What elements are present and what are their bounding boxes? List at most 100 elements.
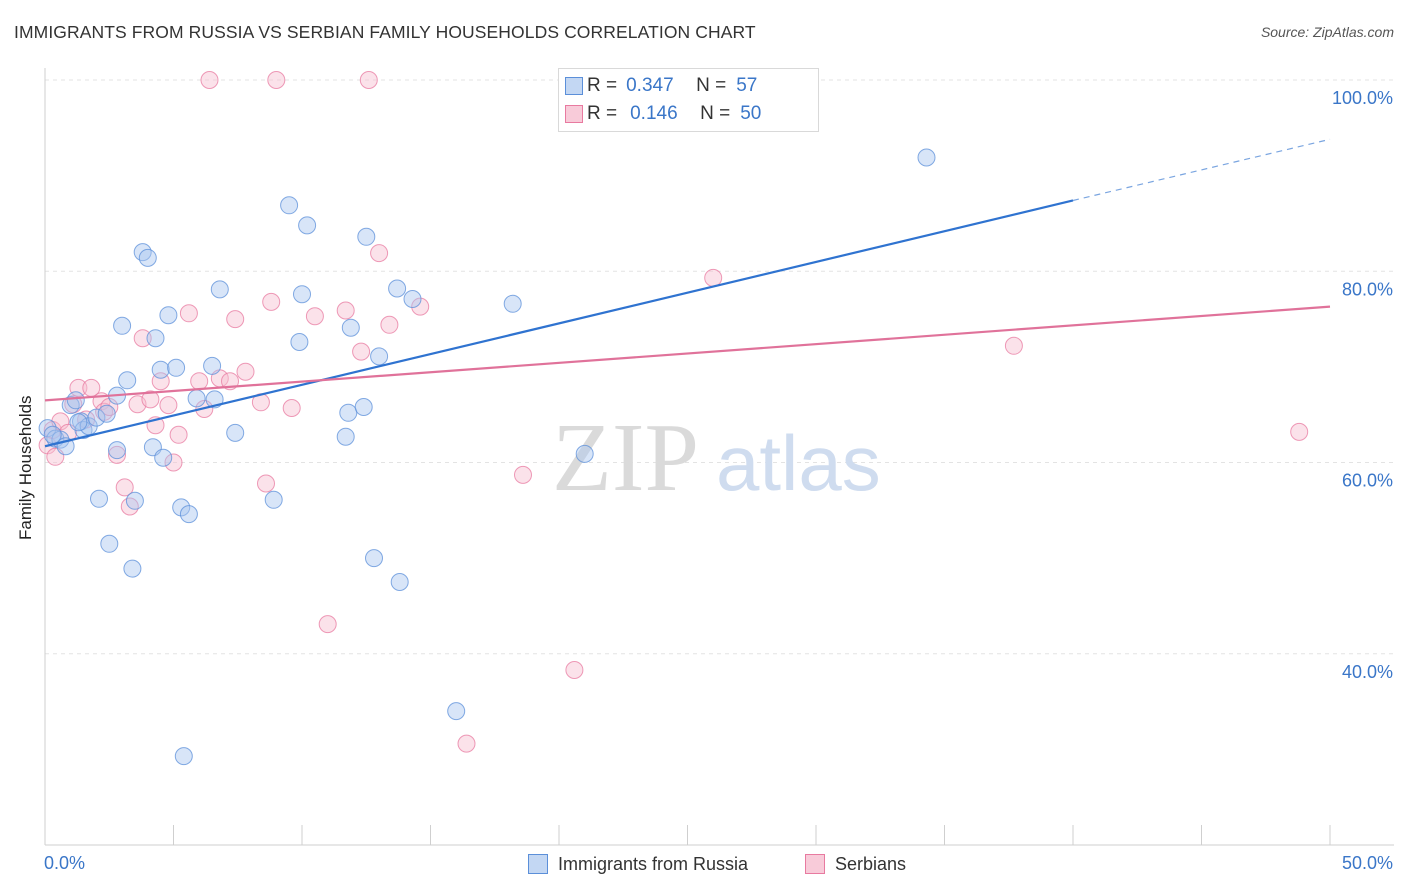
russia-point — [43, 425, 62, 444]
trend-lines — [44, 138, 1331, 448]
russia-point — [113, 316, 132, 335]
y-axis-label: Family Households — [16, 395, 35, 540]
russia-point — [336, 427, 355, 446]
russia-point — [172, 498, 191, 517]
correlation-legend: R = 0.347 N = 57 R = 0.146 N = 50 — [558, 68, 819, 132]
russia-point — [187, 389, 206, 408]
russia-point — [174, 747, 193, 766]
russia-point — [61, 396, 80, 415]
russia-point — [151, 360, 170, 379]
serbia-point — [457, 734, 476, 753]
legend-n-label: N = — [700, 103, 731, 124]
bottom-legend-swatch-serbia — [805, 854, 825, 874]
russia-point — [167, 358, 186, 377]
serbia-point — [1004, 336, 1023, 355]
russia-point — [226, 423, 245, 442]
russia-point — [159, 306, 178, 325]
watermark-atlas: atlas — [716, 419, 881, 507]
serbia-point — [257, 474, 275, 493]
russia-point — [154, 448, 173, 467]
source-note: Source: ZipAtlas.com — [1260, 24, 1394, 40]
legend-r-label: R = — [587, 75, 618, 96]
russia-point — [138, 248, 157, 267]
legend-n-label: N = — [696, 75, 727, 96]
serbia-point — [226, 310, 245, 329]
bottom-legend-label-serbia: Serbians — [835, 853, 907, 874]
russia-point — [264, 490, 283, 509]
serbia-point — [159, 396, 178, 415]
russia-point — [210, 280, 229, 299]
legend-row-serbia: R = 0.146 N = 50 — [565, 102, 762, 126]
bottom-legend-serbia: Serbians — [805, 851, 906, 877]
russia-point — [370, 347, 389, 366]
chart-title: IMMIGRANTS FROM RUSSIA VS SERBIAN FAMILY… — [14, 22, 756, 42]
russia-point — [339, 403, 358, 422]
serbia-point — [318, 615, 337, 634]
y-tick-label: 60.0% — [1342, 471, 1393, 491]
legend-swatch-serbia — [565, 105, 583, 123]
serbia-point — [359, 71, 378, 89]
bottom-legend-russia: Immigrants from Russia — [528, 851, 748, 877]
russia-point — [388, 279, 407, 298]
russia-point — [365, 549, 383, 568]
russia-point — [203, 356, 222, 375]
russia-trend-line — [44, 199, 1074, 448]
legend-n-value-russia: 57 — [736, 75, 758, 96]
y-tick-labels: 40.0% 60.0% 80.0% 100.0% — [1332, 88, 1393, 682]
x-axis-min-label: 0.0% — [44, 853, 86, 873]
serbia-point — [1290, 422, 1309, 441]
russia-point — [123, 559, 142, 578]
russia-point — [341, 318, 360, 337]
serbia-point — [267, 71, 286, 89]
axes — [44, 68, 1394, 846]
russia-point — [917, 148, 936, 167]
serbia-point — [169, 425, 188, 444]
serbia-point — [236, 362, 255, 381]
serbia-point — [190, 372, 209, 391]
russia-point — [575, 444, 594, 463]
russia-point — [293, 285, 311, 304]
russia-trend-extension — [1072, 138, 1331, 202]
y-tick-label: 80.0% — [1342, 279, 1393, 299]
legend-n-value-serbia: 50 — [740, 103, 762, 124]
x-axis-max-label: 50.0% — [1341, 853, 1393, 873]
russia-point — [503, 294, 522, 313]
y-tick-label: 100.0% — [1332, 88, 1393, 108]
y-tick-label: 40.0% — [1342, 662, 1393, 682]
russia-point — [403, 290, 422, 308]
russia-point — [90, 489, 108, 508]
russia-point — [118, 371, 137, 390]
serbia-point — [133, 329, 152, 348]
russia-point — [87, 408, 106, 427]
serbia-point — [200, 71, 219, 89]
russia-point — [447, 702, 466, 721]
serbia-point — [282, 399, 301, 417]
russia-points — [38, 71, 936, 766]
russia-point — [133, 243, 152, 262]
serbia-point — [370, 244, 389, 263]
legend-row-russia: R = 0.347 N = 57 — [565, 74, 758, 98]
russia-point — [290, 333, 309, 351]
serbia-point — [141, 390, 160, 409]
russia-point — [125, 491, 144, 510]
russia-point — [146, 329, 165, 348]
russia-point — [179, 505, 198, 524]
legend-r-value-serbia: 0.146 — [630, 103, 678, 124]
russia-point — [97, 404, 116, 423]
serbia-point — [262, 292, 281, 311]
serbia-point — [305, 307, 324, 326]
serbia-point — [179, 304, 198, 323]
serbia-point — [704, 268, 723, 287]
russia-point — [298, 216, 317, 235]
russia-point — [357, 227, 376, 246]
serbia-point — [352, 342, 371, 361]
serbia-point — [411, 297, 430, 316]
russia-point — [280, 196, 299, 215]
serbia-point — [120, 497, 139, 516]
serbia-point — [565, 661, 584, 679]
russia-point — [66, 391, 85, 410]
russia-point — [390, 573, 409, 591]
serbia-point — [164, 453, 183, 472]
watermark: ZIP atlas — [552, 404, 881, 512]
bottom-legend-label-russia: Immigrants from Russia — [558, 853, 749, 874]
